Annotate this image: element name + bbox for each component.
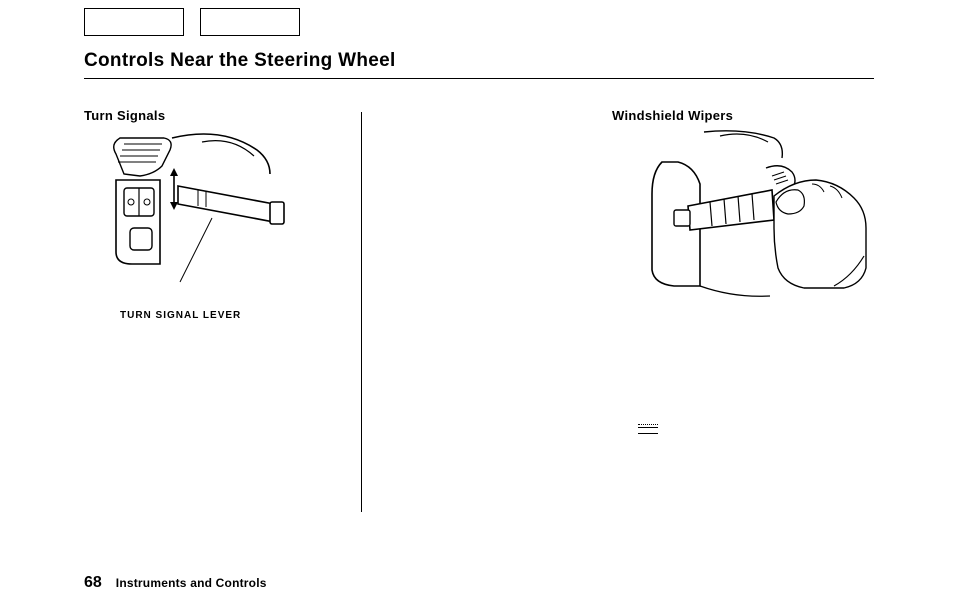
page-number: 68 — [84, 574, 102, 592]
left-heading: Turn Signals — [84, 108, 352, 123]
page-title: Controls Near the Steering Wheel — [84, 50, 396, 72]
turn-signal-figure — [102, 132, 292, 292]
header-box-1 — [84, 8, 184, 36]
mark-double-line-1 — [638, 427, 658, 428]
mark-dashed-line — [638, 424, 658, 425]
footer-section: Instruments and Controls — [116, 576, 267, 590]
column-divider — [361, 112, 362, 512]
mark-double-line-2 — [638, 433, 658, 434]
title-underline — [84, 78, 874, 79]
header-boxes — [84, 8, 300, 36]
page-footer: 68 Instruments and Controls — [84, 574, 267, 592]
header-box-2 — [200, 8, 300, 36]
turn-signal-caption: TURN SIGNAL LEVER — [120, 310, 241, 321]
wiper-speed-marks — [638, 424, 658, 434]
wiper-figure — [634, 128, 874, 304]
right-heading: Windshield Wipers — [612, 108, 872, 123]
